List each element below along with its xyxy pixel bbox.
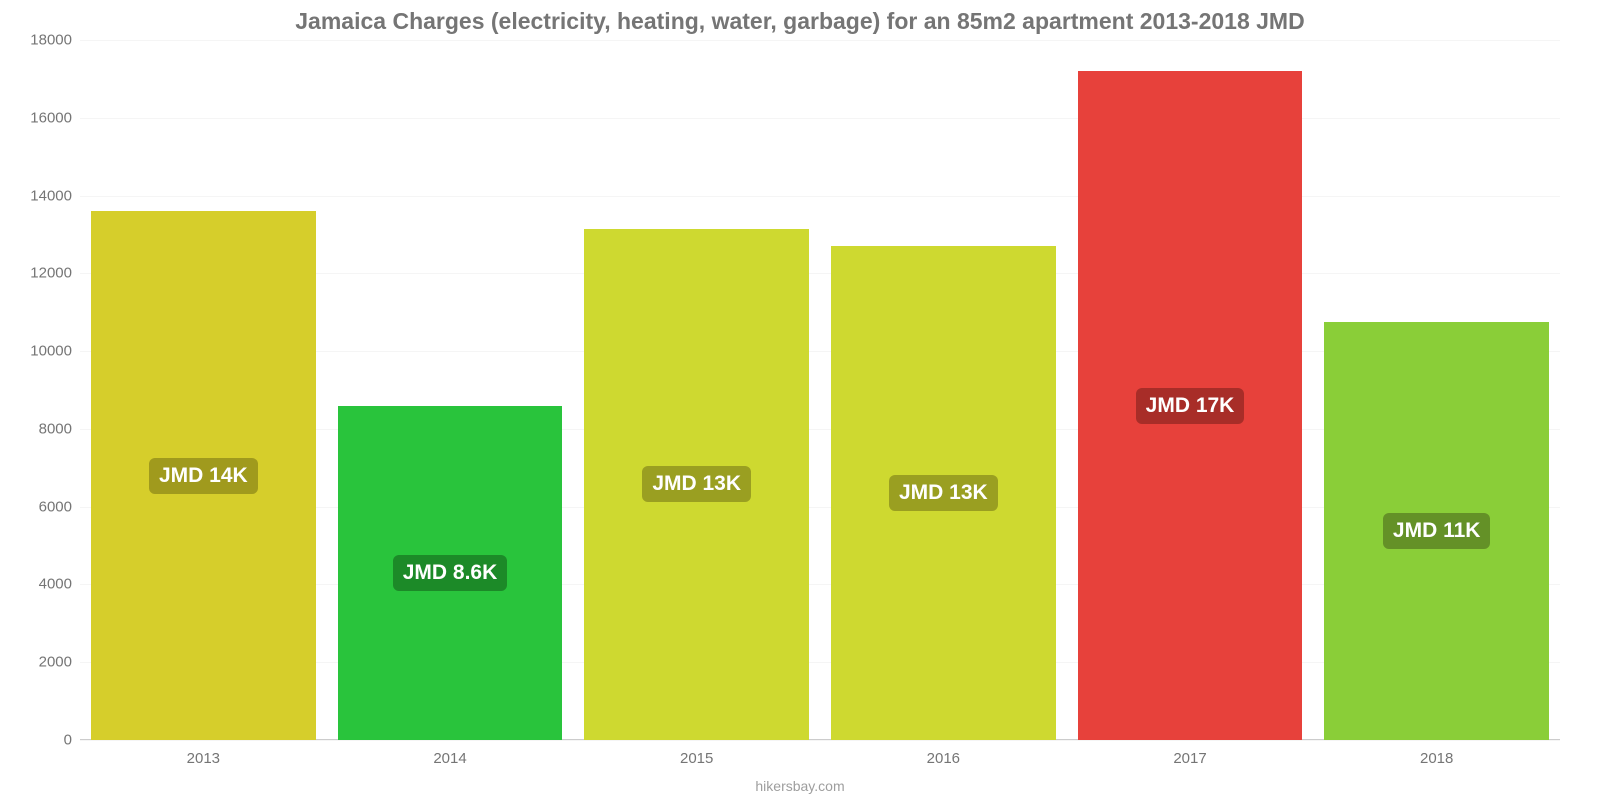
bar-value-label: JMD 17K xyxy=(1136,388,1245,424)
bar-slot: JMD 14K2013 xyxy=(80,40,327,740)
chart-container: Jamaica Charges (electricity, heating, w… xyxy=(0,0,1600,800)
y-tick-label: 0 xyxy=(64,732,80,749)
x-tick-label: 2016 xyxy=(927,740,960,767)
chart-footer: hikersbay.com xyxy=(0,778,1600,794)
bar: JMD 14K xyxy=(91,211,315,740)
y-tick-label: 14000 xyxy=(30,187,80,204)
y-tick-label: 8000 xyxy=(39,420,80,437)
y-tick-label: 10000 xyxy=(30,343,80,360)
bar-value-label: JMD 14K xyxy=(149,458,258,494)
bar: JMD 8.6K xyxy=(338,406,562,740)
y-tick-label: 18000 xyxy=(30,32,80,49)
bar-slot: JMD 11K2018 xyxy=(1313,40,1560,740)
x-tick-label: 2015 xyxy=(680,740,713,767)
chart-title: Jamaica Charges (electricity, heating, w… xyxy=(30,0,1570,35)
y-tick-label: 6000 xyxy=(39,498,80,515)
bar-slot: JMD 13K2016 xyxy=(820,40,1067,740)
bar-slot: JMD 13K2015 xyxy=(573,40,820,740)
y-tick-label: 2000 xyxy=(39,654,80,671)
y-tick-label: 16000 xyxy=(30,109,80,126)
grid-line xyxy=(80,740,1560,741)
bar-slot: JMD 8.6K2014 xyxy=(327,40,574,740)
bar: JMD 17K xyxy=(1078,71,1302,740)
bar: JMD 11K xyxy=(1324,322,1548,740)
x-tick-label: 2017 xyxy=(1173,740,1206,767)
x-tick-label: 2018 xyxy=(1420,740,1453,767)
x-tick-label: 2014 xyxy=(433,740,466,767)
bar-value-label: JMD 8.6K xyxy=(393,555,508,591)
y-tick-label: 4000 xyxy=(39,576,80,593)
bar: JMD 13K xyxy=(584,229,808,740)
y-tick-label: 12000 xyxy=(30,265,80,282)
bar-slot: JMD 17K2017 xyxy=(1067,40,1314,740)
bars-group: JMD 14K2013JMD 8.6K2014JMD 13K2015JMD 13… xyxy=(80,40,1560,740)
bar-value-label: JMD 13K xyxy=(642,466,751,502)
bar: JMD 13K xyxy=(831,246,1055,740)
bar-value-label: JMD 11K xyxy=(1383,513,1491,549)
bar-value-label: JMD 13K xyxy=(889,475,998,511)
x-tick-label: 2013 xyxy=(187,740,220,767)
plot-area: 0200040006000800010000120001400016000180… xyxy=(80,40,1560,740)
